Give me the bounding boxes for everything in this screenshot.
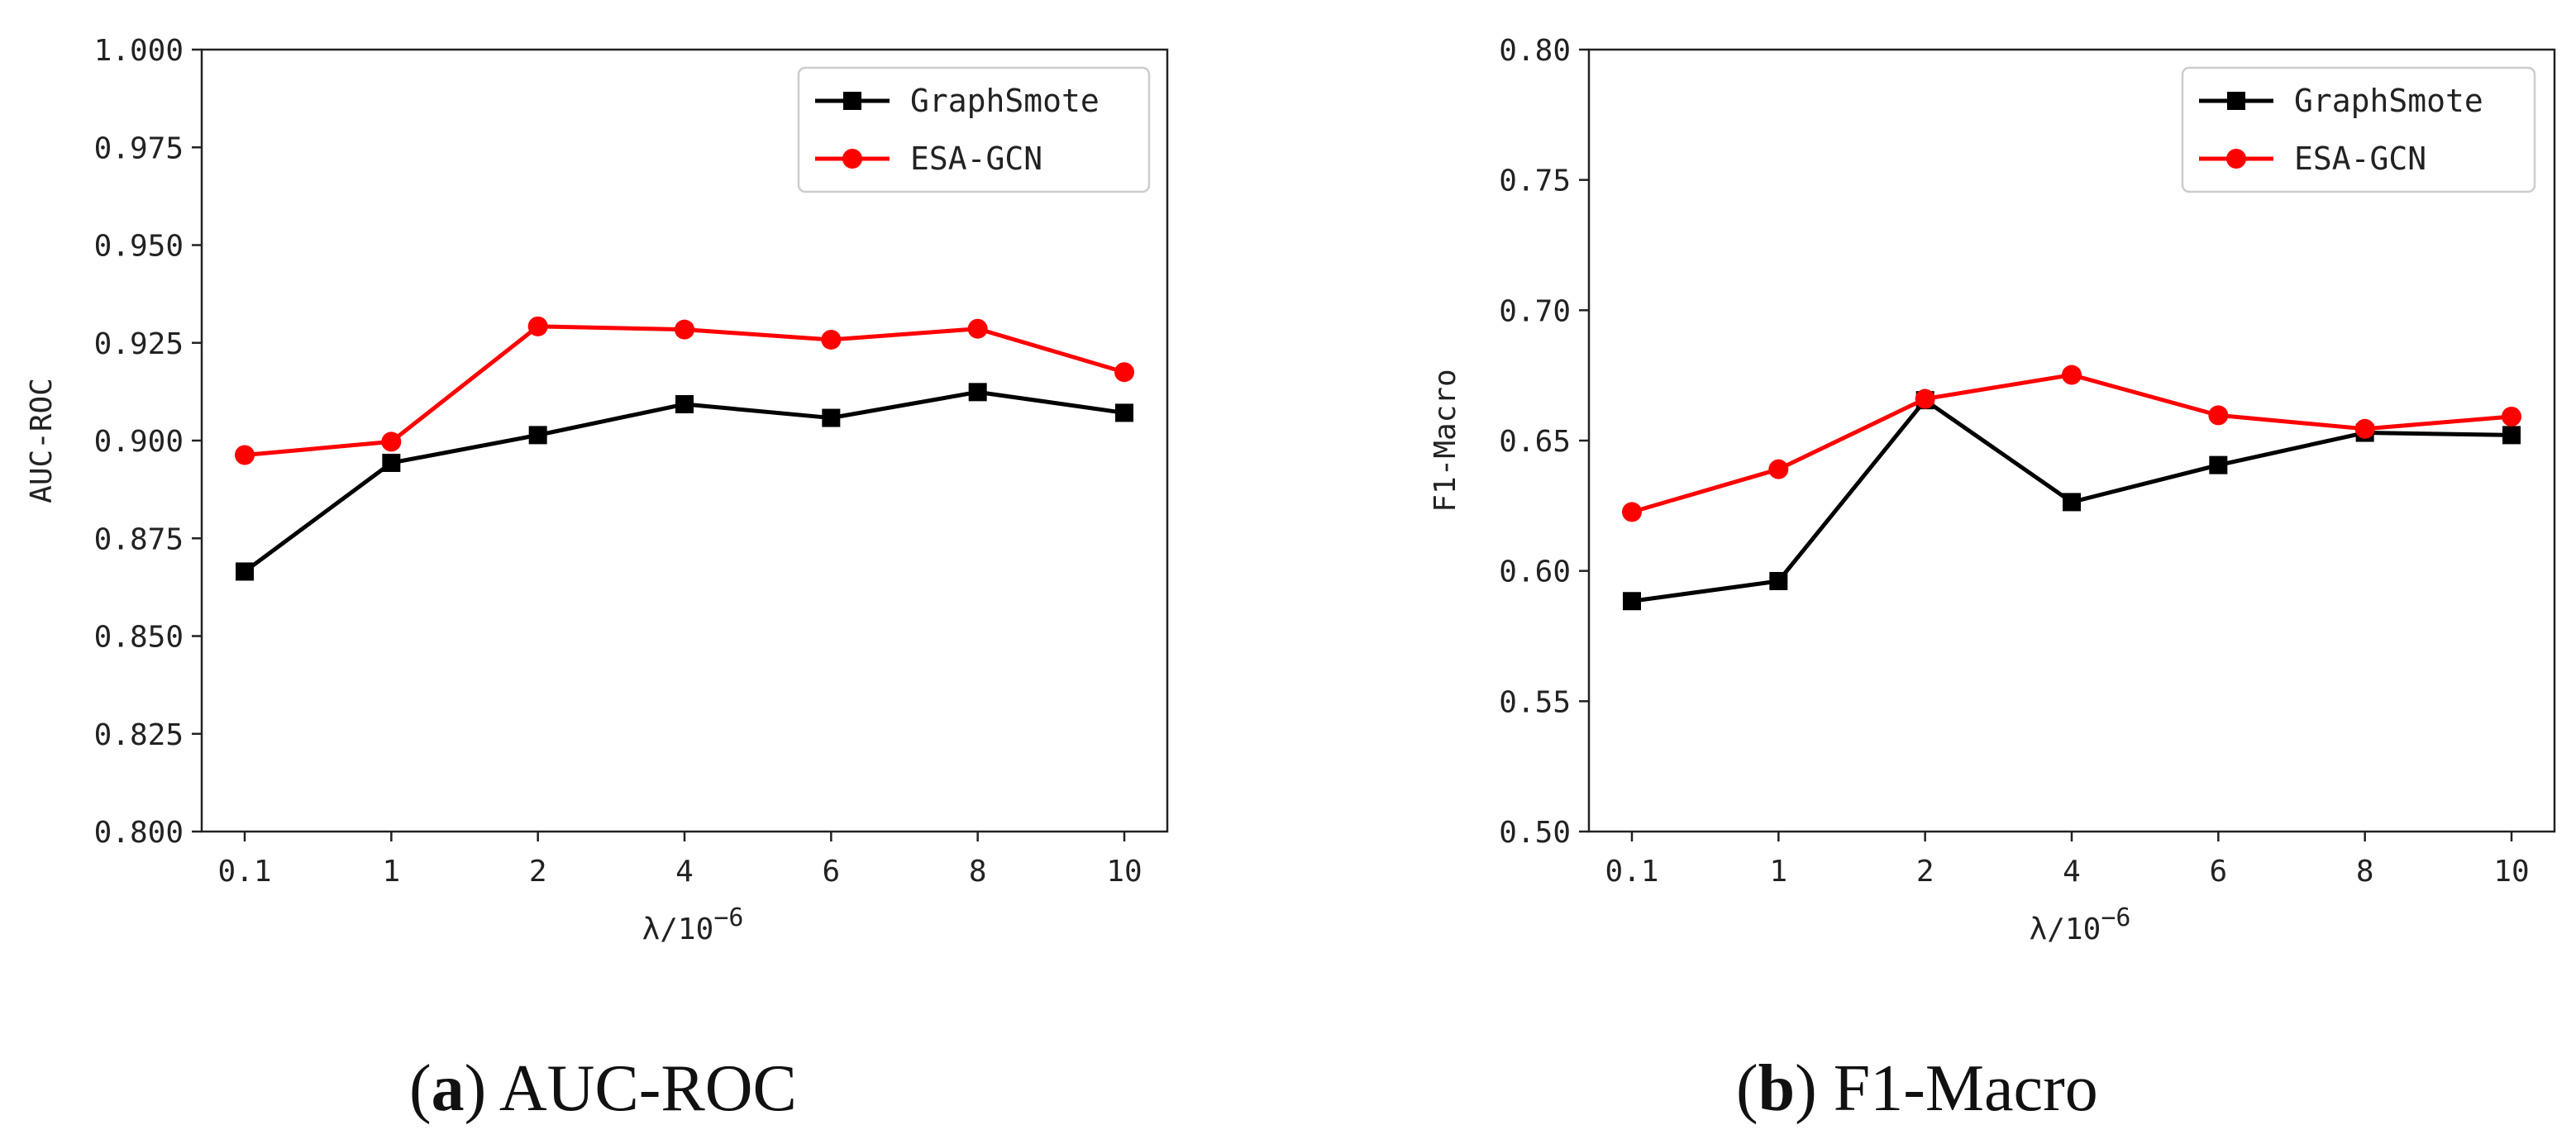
x-axis-label-exponent: −6	[2101, 903, 2130, 932]
x-tick-label: 8	[969, 855, 987, 889]
caption-a: (a) AUC-ROC	[409, 1052, 797, 1125]
chart-b: 0.50 0.55 0.60 0.65 0.70 0.75 0.80 0.1 1 2 4 6 8 10 F1…	[1429, 34, 2556, 946]
data-point-graphsmote	[2209, 455, 2228, 474]
legend-label-graphsmote: GraphSmote	[2294, 83, 2483, 119]
x-axis-label: λ/10−6	[2030, 903, 2131, 946]
series-line-esa-gcn	[244, 324, 1125, 457]
x-tick-label: 0.1	[217, 855, 271, 889]
x-tick-label: 10	[1106, 855, 1142, 889]
x-tick-label: 8	[2356, 855, 2374, 889]
data-point-graphsmote	[2502, 426, 2521, 445]
caption-b-letter: b	[1758, 1052, 1796, 1125]
y-tick-label: 0.800	[94, 816, 184, 850]
data-point-graphsmote	[1769, 571, 1788, 590]
legend-label-graphsmote: GraphSmote	[910, 83, 1100, 119]
data-point-esa-gcn	[967, 318, 988, 339]
legend-marker-graphsmote	[843, 92, 861, 110]
y-tick-label: 0.65	[1499, 425, 1571, 459]
y-tick-label: 0.875	[94, 522, 184, 556]
data-point-graphsmote	[528, 426, 547, 445]
data-point-graphsmote	[236, 562, 254, 581]
data-point-graphsmote	[675, 395, 694, 414]
x-tick-label: 4	[675, 855, 694, 889]
series-line-esa-gcn	[1631, 373, 2512, 514]
y-tick-label: 0.80	[1499, 34, 1571, 68]
data-point-esa-gcn	[235, 445, 255, 465]
y-tick-label: 1.000	[94, 34, 184, 68]
y-tick-label: 0.950	[94, 230, 184, 264]
x-tick-label: 6	[2209, 855, 2227, 889]
x-tick-label: 1	[382, 855, 400, 889]
data-point-esa-gcn	[2354, 418, 2375, 439]
y-tick-label: 0.850	[94, 621, 184, 655]
y-tick-label: 0.900	[94, 425, 184, 459]
y-tick-label: 0.925	[94, 327, 184, 361]
data-point-esa-gcn	[381, 431, 402, 452]
caption-b: (b) F1-Macro	[1736, 1052, 2098, 1125]
data-point-graphsmote	[2063, 493, 2081, 512]
data-point-esa-gcn	[675, 319, 694, 340]
x-axis-label-base: λ/10	[2030, 913, 2101, 946]
data-point-esa-gcn	[527, 316, 548, 336]
data-point-esa-gcn	[2208, 405, 2229, 426]
x-axis-label-exponent: −6	[713, 903, 743, 932]
legend-label-esa-gcn: ESA-GCN	[2294, 141, 2426, 177]
y-tick-label: 0.70	[1499, 294, 1571, 328]
x-tick-label: 1	[1769, 855, 1787, 889]
data-point-esa-gcn	[821, 329, 842, 350]
y-tick-label: 0.50	[1499, 816, 1571, 850]
y-axis-label: AUC-ROC	[25, 378, 59, 503]
y-tick-label: 0.825	[94, 718, 184, 752]
legend-marker-esa-gcn	[842, 149, 862, 169]
caption-b-text: F1-Macro	[1833, 1052, 2098, 1125]
y-tick-label: 0.60	[1499, 555, 1571, 589]
y-tick-label: 0.75	[1499, 164, 1571, 198]
y-axis-label: F1-Macro	[1429, 369, 1462, 512]
data-point-esa-gcn	[1915, 388, 1935, 409]
data-point-esa-gcn	[1768, 459, 1789, 479]
data-point-esa-gcn	[1114, 362, 1134, 383]
data-point-graphsmote	[822, 408, 841, 427]
legend-marker-graphsmote	[2227, 92, 2245, 110]
x-tick-label: 6	[822, 855, 840, 889]
x-tick-label: 0.1	[1605, 855, 1658, 889]
x-tick-label: 2	[1916, 855, 1934, 889]
data-point-graphsmote	[968, 383, 987, 402]
x-tick-label: 10	[2493, 855, 2529, 889]
data-point-esa-gcn	[2502, 406, 2521, 427]
series-line-graphsmote	[243, 389, 1125, 574]
x-axis-label-base: λ/10	[642, 913, 714, 946]
x-tick-label: 2	[529, 855, 547, 889]
data-point-esa-gcn	[2062, 365, 2082, 385]
y-tick-label: 0.975	[94, 131, 184, 165]
data-point-graphsmote	[1115, 403, 1133, 422]
x-tick-label: 4	[2063, 855, 2081, 889]
chart-a: 0.800 0.825 0.850 0.875 0.900 0.925 0.950 0.975…	[25, 34, 1169, 946]
legend-label-esa-gcn: ESA-GCN	[910, 141, 1042, 177]
y-tick-label: 0.55	[1499, 685, 1571, 719]
data-point-esa-gcn	[1622, 502, 1642, 522]
x-axis-label: λ/10−6	[642, 903, 744, 946]
caption-a-letter: a	[431, 1052, 465, 1125]
data-point-graphsmote	[382, 453, 401, 472]
legend-marker-esa-gcn	[2226, 149, 2246, 169]
caption-a-text: AUC-ROC	[499, 1052, 797, 1125]
data-point-graphsmote	[1623, 592, 1641, 611]
